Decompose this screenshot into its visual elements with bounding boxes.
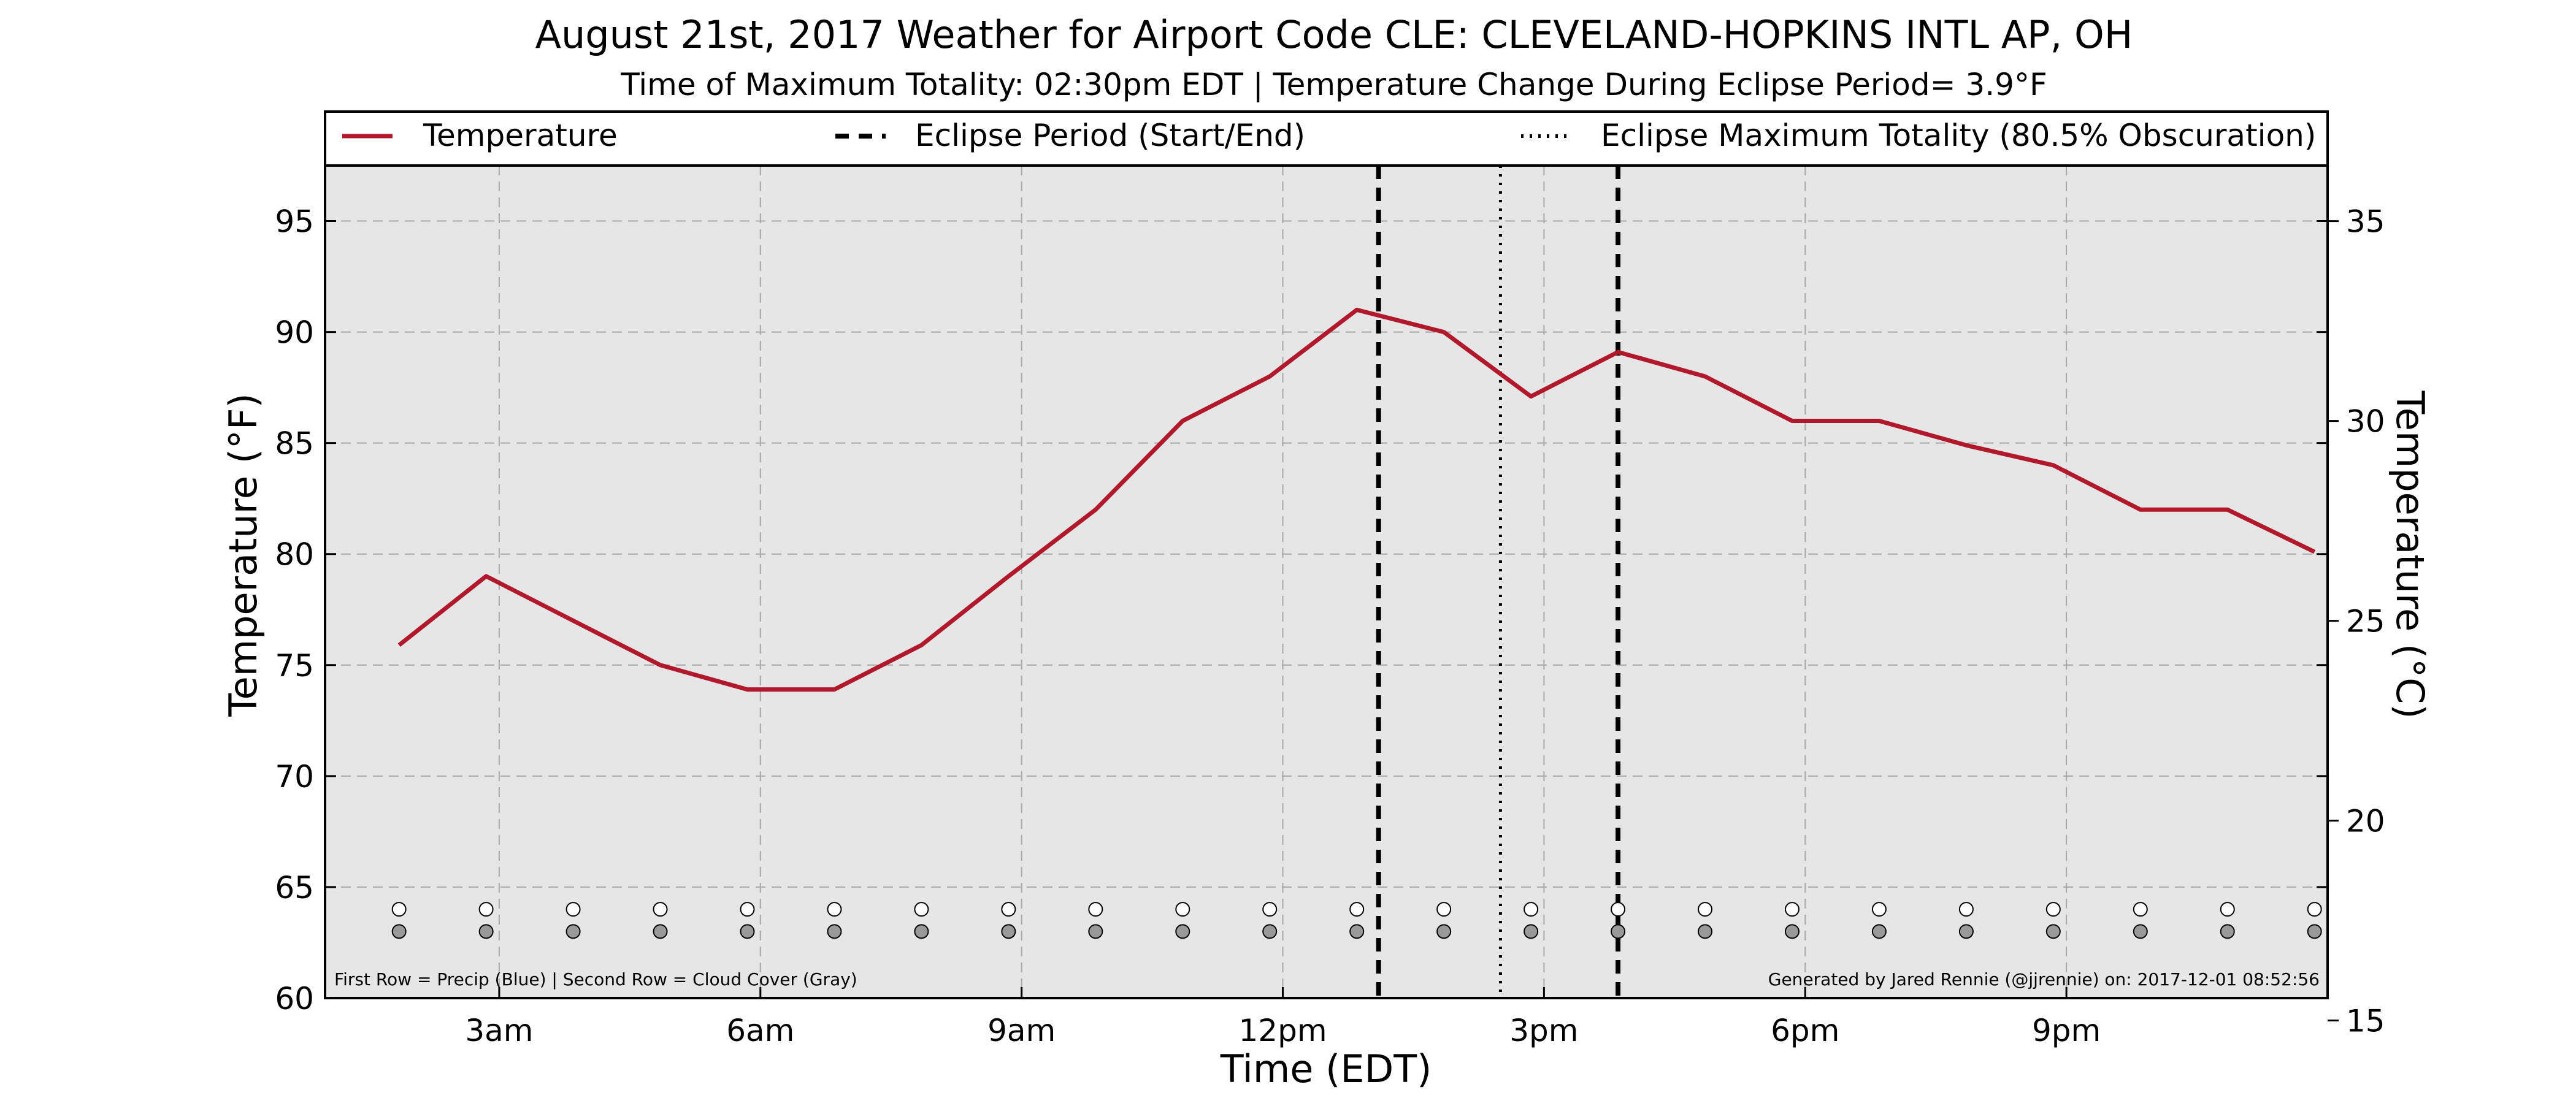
cloud-cover-marker	[2045, 924, 2061, 939]
eclipse-markers	[1376, 166, 1621, 998]
y-tick-label-right: 15	[2346, 1004, 2385, 1039]
precip-marker	[391, 902, 407, 917]
x-tick-label: 12pm	[1238, 1013, 1327, 1048]
axes-layer: 60 65 70 75 80 85 90 95 3am 6am 9am 12pm 3pm 6pm 9pm 15…	[275, 204, 2385, 1048]
cloud-cover-marker	[1524, 924, 1539, 939]
legend-label-eclipse-period: Eclipse Period (Start/End)	[915, 118, 1305, 153]
series-layer	[397, 307, 2316, 692]
cloud-cover-marker	[565, 924, 581, 939]
y-tick-label-left: 85	[275, 426, 314, 462]
cloud-cover-marker	[914, 924, 929, 939]
precip-marker	[1958, 902, 1974, 917]
chart-subtitle: Time of Maximum Totality: 02:30pm EDT | …	[620, 67, 2047, 102]
temperature-line	[397, 307, 2316, 692]
y-tick-label-right: 25	[2346, 604, 2385, 639]
cloud-cover-marker	[740, 924, 755, 939]
cloud-cover-marker	[827, 924, 842, 939]
y-tick-label-left: 80	[275, 537, 314, 573]
plot-background	[325, 166, 2328, 998]
precip-marker	[2045, 902, 2061, 917]
cloud-cover-marker	[1001, 924, 1016, 939]
precip-marker	[1698, 902, 1713, 917]
cloud-cover-marker	[478, 924, 494, 939]
x-tick-label: 6pm	[1771, 1013, 1839, 1048]
precip-marker	[653, 902, 668, 917]
legend: Temperature Eclipse Period (Start/End) E…	[342, 118, 2316, 153]
annotation-precip-cloud: First Row = Precip (Blue) | Second Row =…	[334, 969, 857, 990]
precip-marker	[1436, 902, 1452, 917]
marker-rows	[391, 902, 2322, 939]
cloud-cover-marker	[653, 924, 668, 939]
cloud-cover-marker	[1871, 924, 1887, 939]
x-tick-label: 9am	[987, 1013, 1056, 1048]
cloud-cover-marker	[1784, 924, 1800, 939]
precip-marker	[740, 902, 755, 917]
y-tick-label-left: 75	[275, 648, 314, 684]
precip-marker	[1088, 902, 1103, 917]
precip-marker	[1001, 902, 1016, 917]
y-tick-label-left: 70	[275, 759, 314, 795]
annotation-generated-by: Generated by Jared Rennie (@jjrennie) on…	[1768, 969, 2320, 990]
cloud-cover-marker	[1088, 924, 1103, 939]
precip-marker	[1175, 902, 1190, 917]
y-tick-label-left: 65	[275, 870, 314, 906]
legend-label-eclipse-max: Eclipse Maximum Totality (80.5% Obscurat…	[1601, 118, 2316, 153]
precip-marker	[565, 902, 581, 917]
y-tick-label-right: 30	[2346, 404, 2385, 440]
cloud-cover-marker	[1958, 924, 1974, 939]
precip-marker	[1349, 902, 1365, 917]
cloud-cover-marker	[1175, 924, 1190, 939]
x-tick-label: 3pm	[1509, 1013, 1578, 1048]
y-axis-label-right: Temperature (°C)	[2388, 390, 2432, 719]
precip-marker	[827, 902, 842, 917]
legend-label-temperature: Temperature	[423, 118, 618, 153]
cloud-cover-marker	[2133, 924, 2148, 939]
y-tick-label-left: 95	[275, 204, 314, 240]
precip-marker	[1524, 902, 1539, 917]
precip-marker	[2133, 902, 2148, 917]
y-axis-label-left: Temperature (°F)	[221, 393, 266, 717]
y-tick-label-right: 20	[2346, 804, 2385, 839]
grid-layer	[325, 166, 2328, 998]
x-tick-label: 9pm	[2032, 1013, 2101, 1048]
chart-title: August 21st, 2017 Weather for Airport Co…	[535, 12, 2133, 57]
x-tick-label: 6am	[726, 1013, 794, 1048]
precip-marker	[2220, 902, 2235, 917]
precip-marker	[478, 902, 494, 917]
x-axis-label: Time (EDT)	[1220, 1047, 1432, 1091]
cloud-cover-marker	[391, 924, 407, 939]
cloud-cover-marker	[1262, 924, 1278, 939]
cloud-cover-marker	[1611, 924, 1626, 939]
precip-marker	[1784, 902, 1800, 917]
y-tick-label-left: 90	[275, 315, 314, 351]
y-tick-label-right: 35	[2346, 204, 2385, 240]
y-tick-label-left: 60	[275, 981, 314, 1016]
cloud-cover-marker	[2220, 924, 2235, 939]
cloud-cover-marker	[2307, 924, 2322, 939]
precip-marker	[914, 902, 929, 917]
precip-marker	[1611, 902, 1626, 917]
x-tick-label: 3am	[465, 1013, 533, 1048]
cloud-cover-marker	[1698, 924, 1713, 939]
precip-marker	[2307, 902, 2322, 917]
cloud-cover-marker	[1436, 924, 1452, 939]
precip-marker	[1871, 902, 1887, 917]
cloud-cover-marker	[1349, 924, 1365, 939]
precip-marker	[1262, 902, 1278, 917]
